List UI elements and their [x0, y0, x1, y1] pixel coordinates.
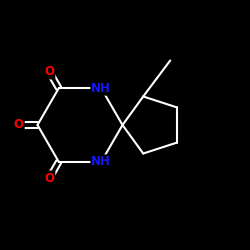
- Text: O: O: [44, 172, 54, 184]
- Text: NH: NH: [91, 155, 111, 168]
- Text: O: O: [44, 66, 54, 78]
- Text: O: O: [14, 118, 24, 132]
- Text: NH: NH: [91, 82, 111, 95]
